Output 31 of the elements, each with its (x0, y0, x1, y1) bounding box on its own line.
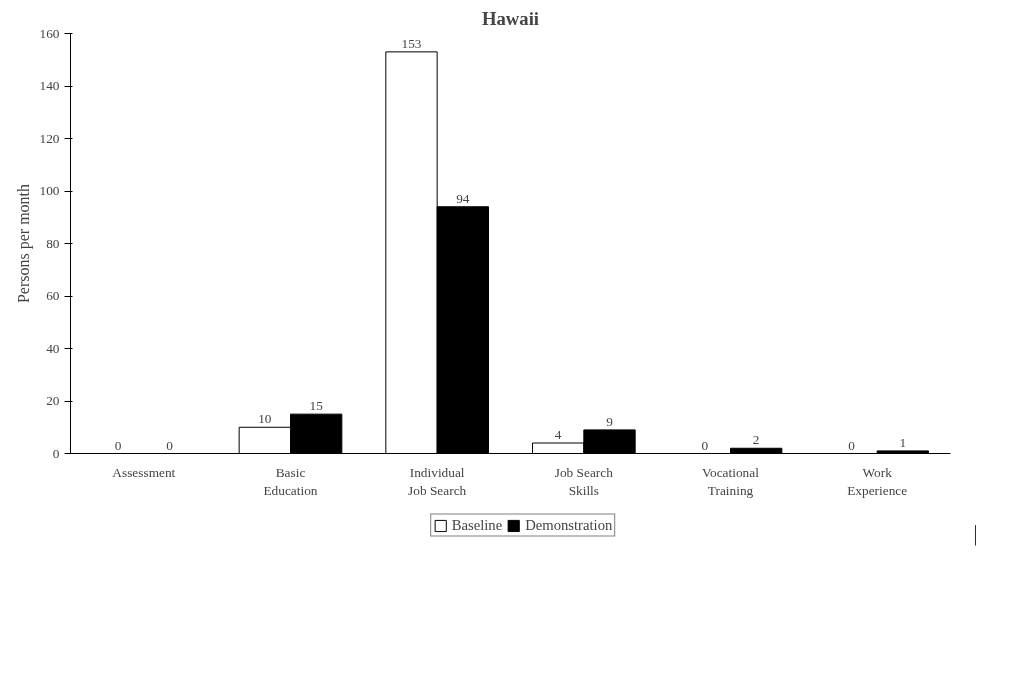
x-tick-label: Assessment (112, 464, 176, 480)
y-tick-label: 0 (52, 445, 60, 461)
legend-label: Baseline (451, 516, 503, 534)
data-label: 94 (456, 190, 470, 206)
data-label: 15 (309, 398, 324, 414)
y-tick-label: 40 (46, 340, 60, 356)
y-tick-label: 140 (39, 78, 60, 93)
y-tick-label: 60 (46, 288, 60, 303)
y-tick-label: 160 (39, 25, 60, 41)
data-label: 10 (258, 411, 272, 427)
x-tick-label: Vocational Training (702, 464, 760, 498)
x-tick-label: Basic Education (263, 464, 318, 498)
y-axis-title: Persons per month (14, 183, 33, 304)
data-label: 0 (114, 437, 122, 453)
data-label: 0 (701, 437, 709, 453)
x-tick-label: Work Experience (847, 464, 908, 498)
data-label: 0 (848, 437, 856, 453)
y-tick-label: 20 (46, 393, 60, 408)
legend-label: Demonstration (525, 516, 613, 534)
y-tick-label: 100 (39, 183, 60, 198)
data-label: 153 (401, 35, 422, 51)
x-tick-label: Job Search Skills (554, 464, 614, 498)
y-tick-label: 80 (46, 235, 60, 251)
data-label: 0 (166, 437, 174, 453)
data-label: 9 (606, 413, 614, 429)
chart-title: Hawaii (482, 7, 540, 29)
y-tick-label: 120 (39, 130, 60, 146)
data-label: 4 (554, 427, 562, 442)
data-label: 1 (899, 434, 907, 450)
data-label: 2 (752, 432, 760, 448)
x-tick-label: Individual Job Search (408, 464, 467, 498)
